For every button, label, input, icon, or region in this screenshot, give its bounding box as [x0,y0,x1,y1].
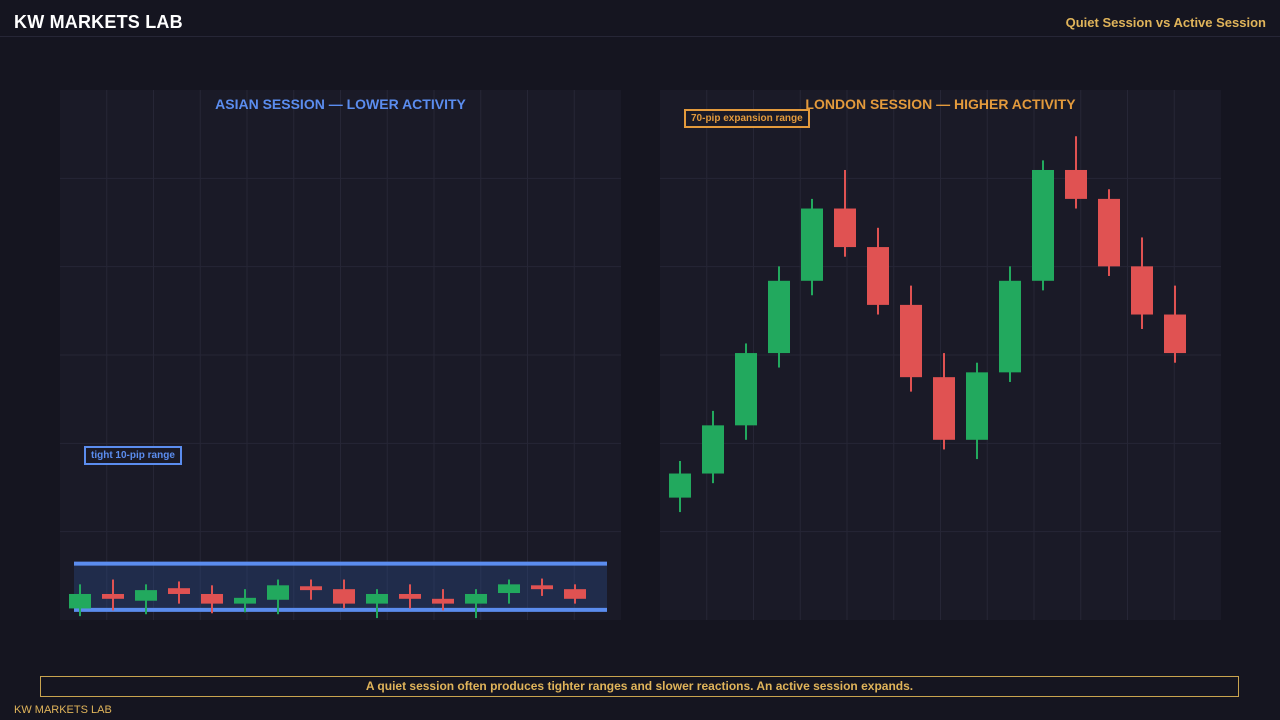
asian-candle-body [168,588,190,594]
asian-candle-body [267,585,289,600]
london-session-chart: LONDON SESSION — HIGHER ACTIVITY 70-pip … [660,90,1221,620]
london-candle-11 [999,266,1021,382]
london-candle-body [1098,198,1120,267]
london-candle-body [702,425,724,474]
asian-candle-16 [564,584,586,604]
london-candle-5 [801,198,823,296]
asian-candle-body [432,598,454,604]
asian-candle-9 [333,579,355,609]
london-candle-body [966,372,988,440]
asian-candle-body [135,590,157,601]
london-candle-16 [1164,285,1186,363]
asian-candle-15 [531,578,553,596]
asian-candle-12 [432,589,454,611]
london-candle-2 [702,410,724,484]
asian-candle-5 [201,585,223,614]
london-candle-body [669,473,691,498]
london-candle-body [867,247,889,305]
asian-candle-body [399,593,421,599]
asian-candle-1 [69,584,91,617]
london-candle-body [900,304,922,378]
asian-candle-13 [465,589,487,619]
london-candle-14 [1098,189,1120,276]
london-candle-body [1032,169,1054,281]
asian-chart-title: ASIAN SESSION — LOWER ACTIVITY [215,96,466,112]
footer-note: A quiet session often produces tighter r… [40,676,1239,697]
asian-candle-14 [498,579,520,604]
london-candle-body [768,280,790,354]
asian-session-chart: ASIAN SESSION — LOWER ACTIVITY tight 10-… [60,90,621,620]
asian-range-callout: tight 10-pip range [84,446,182,465]
asian-candle-10 [366,589,388,619]
asian-candle-body [498,584,520,594]
asian-candle-body [564,589,586,599]
asian-candle-body [333,589,355,604]
footer-brand: KW MARKETS LAB [14,704,112,716]
london-range-callout: 70-pip expansion range [684,109,810,128]
asian-candle-2 [102,579,124,611]
asian-candle-4 [168,581,190,604]
london-candle-body [834,208,856,248]
london-candle-7 [867,227,889,315]
asian-candle-11 [399,584,421,609]
london-chart-canvas [660,90,1221,620]
asian-candle-6 [234,589,256,613]
asian-candle-8 [300,579,322,600]
london-chart-title: LONDON SESSION — HIGHER ACTIVITY [805,96,1076,112]
asian-candle-body [465,593,487,604]
london-candle-6 [834,169,856,257]
asian-candle-body [201,593,223,604]
asian-candle-body [531,585,553,590]
london-candle-body [999,280,1021,373]
london-candle-body [1164,314,1186,354]
london-candle-body [1065,169,1087,199]
london-candle-10 [966,362,988,460]
asian-candle-body [102,593,124,599]
asian-candle-body [300,586,322,591]
asian-candle-3 [135,584,157,615]
asian-candle-body [366,593,388,604]
asian-candle-7 [267,579,289,615]
london-candle-1 [669,461,691,513]
london-candle-4 [768,266,790,368]
london-candle-13 [1065,136,1087,209]
london-candle-3 [735,343,757,440]
top-bar: KW MARKETS LAB Quiet Session vs Active S… [0,0,1280,37]
asian-candle-body [234,597,256,604]
london-candle-body [801,208,823,281]
london-candle-8 [900,285,922,392]
london-candle-body [933,377,955,440]
brand-title: KW MARKETS LAB [14,12,183,32]
page-subtitle: Quiet Session vs Active Session [1065,15,1266,30]
london-candle-12 [1032,160,1054,291]
london-candle-body [1131,266,1153,315]
london-candle-9 [933,353,955,450]
london-candle-body [735,353,757,426]
asian-chart-canvas [60,90,621,620]
london-candle-15 [1131,237,1153,329]
asian-candle-body [69,593,91,609]
